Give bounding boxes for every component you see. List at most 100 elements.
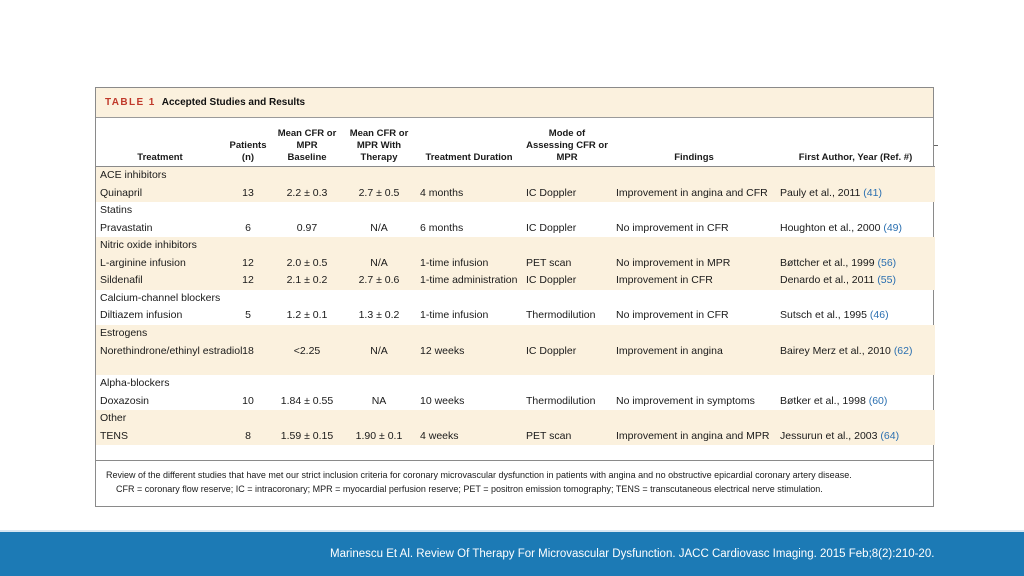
divider — [0, 530, 1024, 532]
reference-link[interactable]: (62) — [893, 345, 913, 357]
cell-treatment: L-arginine infusion — [96, 254, 224, 272]
cell-treatment: Pravastatin — [100, 221, 153, 234]
reference-link[interactable]: (55) — [877, 274, 896, 287]
cell-mode: IC Doppler — [522, 272, 612, 290]
cell-mode: IC Doppler — [522, 342, 612, 375]
reference-link[interactable]: (41) — [863, 186, 882, 199]
cell-mode: PET scan — [522, 254, 612, 272]
cell-author: Denardo et al., 2011 (55) — [776, 272, 935, 290]
cell-author: Jessurun et al., 2003 (64) — [776, 427, 935, 445]
cell-patients: 10 — [242, 394, 254, 407]
reference-link[interactable]: (60) — [868, 394, 888, 407]
footnote-review: Review of the different studies that hav… — [106, 470, 852, 480]
table-title-text: Accepted Studies and Results — [161, 97, 306, 108]
cell-therapy: 1.90 ± 0.1 — [342, 427, 416, 445]
cell-findings: No improvement in MPR — [612, 254, 776, 272]
reference-link[interactable]: (46) — [869, 309, 889, 322]
cell-author: Sutsch et al., 1995 (46) — [776, 307, 935, 325]
group-name: Estrogens — [96, 324, 935, 342]
cell-duration: 12 weeks — [416, 342, 522, 375]
cell-patients: 5 — [245, 309, 251, 322]
table-label: TABLE 1 — [105, 97, 156, 108]
cell-patients: 12 — [224, 254, 272, 272]
group-name: Statins — [100, 204, 133, 217]
cell-mode: IC Doppler — [522, 184, 612, 202]
group-name: Other — [96, 410, 935, 428]
cell-mode: PET scan — [522, 427, 612, 445]
author-text: Jessurun et al., 2003 — [780, 429, 878, 442]
cell-baseline: <2.25 — [272, 342, 342, 375]
cell-therapy: NA — [371, 394, 387, 407]
cell-author: Houghton et al., 2000 (49) — [776, 220, 935, 238]
table-title: TABLE 1 Accepted Studies and Results — [105, 97, 305, 108]
cell-treatment: Sildenafil — [96, 272, 224, 290]
table-row: Norethindrone/ethinyl estradiol 18 <2.25… — [96, 342, 935, 375]
cell-baseline: 1.2 ± 0.1 — [286, 309, 328, 322]
cell-findings: No improvement in CFR — [616, 309, 729, 322]
study-table: TABLE 1 Accepted Studies and Results Trea… — [95, 87, 935, 507]
author-text: Denardo et al., 2011 — [780, 274, 875, 287]
reference-link[interactable]: (56) — [877, 256, 897, 269]
table-row: Doxazosin 10 1.84 ± 0.55 NA 10 weeks The… — [96, 393, 935, 411]
cell-findings: Improvement in angina and CFR — [612, 184, 776, 202]
table-row: Sildenafil 12 2.1 ± 0.2 2.7 ± 0.6 1-time… — [96, 272, 935, 290]
citation-text: Marinescu Et Al. Review Of Therapy For M… — [330, 548, 935, 560]
cell-patients: 18 — [224, 342, 272, 375]
cell-author: Bøtker et al., 1998 (60) — [776, 393, 935, 411]
cell-duration: 1-time administration — [416, 272, 522, 290]
cell-therapy: N/A — [342, 342, 416, 375]
cell-duration: 6 months — [420, 221, 464, 234]
cell-treatment: Diltiazem infusion — [100, 309, 183, 322]
author-text: Pauly et al., 2011 — [780, 186, 861, 199]
author-text: Sutsch et al., 1995 — [780, 309, 867, 322]
header-duration: Treatment Duration — [416, 118, 522, 167]
group-row: Calcium-channel blockers — [96, 290, 935, 308]
cell-therapy: 2.7 ± 0.5 — [342, 184, 416, 202]
cell-baseline: 2.0 ± 0.5 — [272, 254, 342, 272]
header-cfr-baseline: Mean CFR or MPR Baseline — [272, 118, 342, 167]
group-row: Statins — [96, 202, 935, 220]
cell-findings: Improvement in angina — [612, 342, 776, 375]
cell-patients: 13 — [224, 184, 272, 202]
cell-duration: 10 weeks — [420, 394, 465, 407]
group-name: Alpha-blockers — [100, 377, 170, 390]
cell-duration: 4 weeks — [416, 427, 522, 445]
table-row: Quinapril 13 2.2 ± 0.3 2.7 ± 0.5 4 month… — [96, 184, 935, 202]
reference-link[interactable]: (64) — [880, 429, 900, 442]
group-row: ACE inhibitors — [96, 166, 935, 185]
results-table: Treatment Patients (n) Mean CFR or MPR B… — [96, 118, 935, 445]
cell-treatment: Doxazosin — [100, 394, 150, 407]
author-text: Houghton et al., 2000 — [780, 221, 881, 234]
table-footnotes: Review of the different studies that hav… — [96, 460, 933, 496]
group-name: ACE inhibitors — [96, 166, 935, 185]
cell-patients: 6 — [245, 221, 251, 234]
cell-treatment: Norethindrone/ethinyl estradiol — [96, 342, 242, 375]
header-treatment: Treatment — [96, 118, 224, 167]
author-text: Bøttcher et al., 1999 — [780, 256, 875, 269]
cell-baseline: 2.2 ± 0.3 — [272, 184, 342, 202]
table-row: TENS 8 1.59 ± 0.15 1.90 ± 0.1 4 weeks PE… — [96, 427, 935, 445]
group-row: Nitric oxide inhibitors — [96, 237, 935, 255]
cell-treatment: TENS — [96, 427, 224, 445]
cell-duration: 1-time infusion — [416, 254, 522, 272]
group-row: Other — [96, 410, 935, 428]
header-mode: Mode of Assessing CFR or MPR — [522, 118, 612, 167]
cell-patients: 12 — [224, 272, 272, 290]
cell-author: Pauly et al., 2011 (41) — [776, 184, 935, 202]
header-findings: Findings — [612, 118, 776, 167]
cell-findings: No improvement in CFR — [616, 221, 729, 234]
cell-author: Bairey Merz et al., 2010 (62) — [776, 342, 935, 375]
cell-baseline: 2.1 ± 0.2 — [272, 272, 342, 290]
divider — [934, 145, 938, 146]
reference-link[interactable]: (49) — [883, 221, 903, 234]
cell-therapy: 2.7 ± 0.6 — [342, 272, 416, 290]
table-row: Pravastatin 6 0.97 N/A 6 months IC Doppl… — [96, 220, 935, 238]
group-row: Alpha-blockers — [96, 375, 935, 393]
slide-footer-bar — [0, 532, 1024, 576]
table-row: Diltiazem infusion 5 1.2 ± 0.1 1.3 ± 0.2… — [96, 307, 935, 325]
cell-baseline: 1.59 ± 0.15 — [272, 427, 342, 445]
cell-findings: No improvement in symptoms — [616, 394, 755, 407]
table-row: L-arginine infusion 12 2.0 ± 0.5 N/A 1-t… — [96, 254, 935, 272]
cell-baseline: 0.97 — [296, 221, 318, 234]
cell-findings: Improvement in CFR — [612, 272, 776, 290]
